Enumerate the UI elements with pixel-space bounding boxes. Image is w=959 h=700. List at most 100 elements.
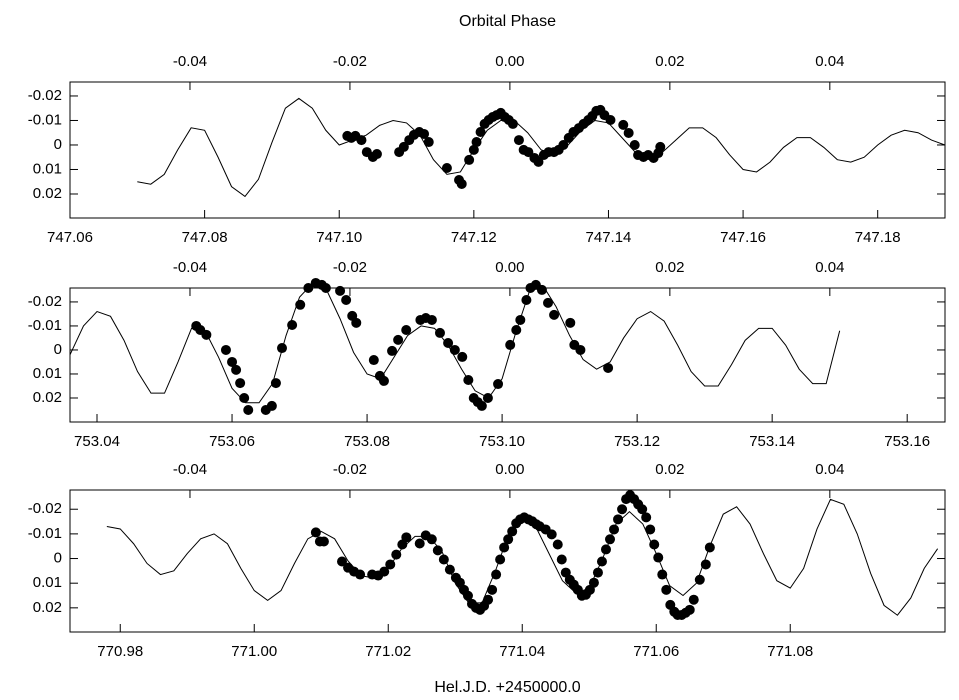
x2-tick-label: -0.04 bbox=[173, 53, 207, 70]
data-point bbox=[287, 319, 298, 330]
data-point bbox=[596, 556, 607, 567]
data-point bbox=[351, 317, 362, 328]
data-point bbox=[688, 594, 699, 605]
top-axis-title: Orbital Phase bbox=[459, 13, 556, 30]
data-point bbox=[239, 392, 250, 403]
x-tick-label: 747.18 bbox=[855, 229, 901, 246]
data-point bbox=[623, 127, 634, 138]
data-point bbox=[266, 400, 277, 411]
data-point bbox=[700, 559, 711, 570]
y-tick-label: -0.02 bbox=[28, 293, 62, 310]
x-tick-label: 747.12 bbox=[451, 229, 497, 246]
y-tick-label: 0.01 bbox=[33, 574, 62, 591]
data-point bbox=[483, 594, 494, 605]
x2-tick-label: -0.02 bbox=[333, 461, 367, 478]
panel: 753.04 753.06 753.08 753.10 753.12 753.14 753.… bbox=[28, 259, 946, 450]
y-tick-label: 0.02 bbox=[33, 599, 62, 616]
x2-tick-label: -0.02 bbox=[333, 259, 367, 276]
y-tick-label: 0.02 bbox=[33, 389, 62, 406]
panel: 747.06 747.08 747.10 747.12 747.14 747.16 747.… bbox=[28, 53, 946, 246]
x2-tick-label: 0.02 bbox=[655, 53, 684, 70]
plot-frame bbox=[69, 287, 946, 423]
model-curve bbox=[106, 498, 939, 616]
x2-tick-label: 0.02 bbox=[655, 259, 684, 276]
data-point bbox=[655, 141, 666, 152]
x-tick-label: 770.98 bbox=[97, 643, 143, 660]
model-curve bbox=[70, 288, 841, 404]
data-point bbox=[457, 351, 468, 362]
data-point bbox=[387, 345, 398, 356]
x-tick-label: 753.12 bbox=[614, 433, 660, 450]
data-point bbox=[398, 141, 409, 152]
x2-tick-label: -0.04 bbox=[173, 461, 207, 478]
x-axis-title: Hel.J.D. +2450000.0 bbox=[434, 679, 580, 696]
x-tick-label: 747.06 bbox=[47, 229, 93, 246]
data-point bbox=[335, 285, 346, 296]
data-point bbox=[378, 375, 389, 386]
data-point bbox=[657, 569, 668, 580]
data-point bbox=[231, 364, 242, 375]
panel: 770.98 771.00 771.02 771.04 771.06 771.08 -0.0… bbox=[28, 461, 946, 660]
x-tick-label: 747.16 bbox=[720, 229, 766, 246]
data-point bbox=[613, 514, 624, 525]
data-point bbox=[475, 126, 486, 137]
data-point bbox=[401, 325, 412, 336]
data-point bbox=[426, 314, 437, 325]
x2-tick-label: 0.04 bbox=[815, 259, 844, 276]
x-tick-label: 753.10 bbox=[479, 433, 525, 450]
y-tick-label: -0.01 bbox=[28, 525, 62, 542]
x2-tick-label: 0.00 bbox=[495, 461, 524, 478]
data-point bbox=[419, 128, 430, 139]
data-point bbox=[368, 355, 379, 366]
y-tick-label: 0.02 bbox=[33, 185, 62, 202]
data-point bbox=[637, 504, 648, 515]
data-point bbox=[645, 524, 656, 535]
data-point bbox=[434, 327, 445, 338]
data-point bbox=[227, 356, 238, 367]
x2-tick-label: 0.00 bbox=[495, 259, 524, 276]
y-tick-label: 0 bbox=[54, 341, 62, 358]
data-point bbox=[533, 156, 544, 167]
data-point bbox=[471, 137, 482, 148]
data-point bbox=[507, 526, 518, 537]
x-tick-label: 771.08 bbox=[767, 643, 813, 660]
x2-tick-label: -0.04 bbox=[173, 259, 207, 276]
data-point bbox=[393, 334, 404, 345]
data-point bbox=[575, 344, 586, 355]
x2-tick-label: 0.00 bbox=[495, 53, 524, 70]
x-tick-label: 753.16 bbox=[884, 433, 930, 450]
y-tick-label: 0 bbox=[54, 550, 62, 567]
data-point bbox=[588, 577, 599, 588]
y-tick-label: 0.01 bbox=[33, 160, 62, 177]
data-point bbox=[495, 554, 506, 565]
x-tick-label: 747.14 bbox=[586, 229, 632, 246]
x-tick-label: 771.02 bbox=[365, 643, 411, 660]
data-point bbox=[629, 139, 640, 150]
plot-frame bbox=[69, 489, 946, 633]
data-point bbox=[318, 536, 329, 547]
x2-tick-label: 0.04 bbox=[815, 53, 844, 70]
data-point bbox=[661, 584, 672, 595]
data-point bbox=[320, 283, 331, 293]
data-point bbox=[276, 343, 287, 354]
data-point bbox=[441, 163, 452, 174]
data-point bbox=[603, 362, 614, 373]
x-tick-label: 753.08 bbox=[344, 433, 390, 450]
data-point bbox=[220, 344, 231, 355]
x-tick-label: 753.04 bbox=[74, 433, 120, 450]
data-point bbox=[371, 149, 382, 160]
data-point bbox=[556, 554, 567, 565]
data-point bbox=[505, 339, 516, 350]
data-point bbox=[491, 569, 502, 580]
data-point bbox=[341, 295, 352, 306]
data-point bbox=[552, 539, 563, 550]
data-point bbox=[605, 114, 616, 125]
data-point bbox=[617, 504, 628, 515]
y-tick-label: -0.02 bbox=[28, 87, 62, 104]
y-tick-label: 0 bbox=[54, 136, 62, 153]
x-tick-label: 753.06 bbox=[209, 433, 255, 450]
data-point bbox=[543, 297, 554, 308]
y-tick-label: 0.01 bbox=[33, 365, 62, 382]
